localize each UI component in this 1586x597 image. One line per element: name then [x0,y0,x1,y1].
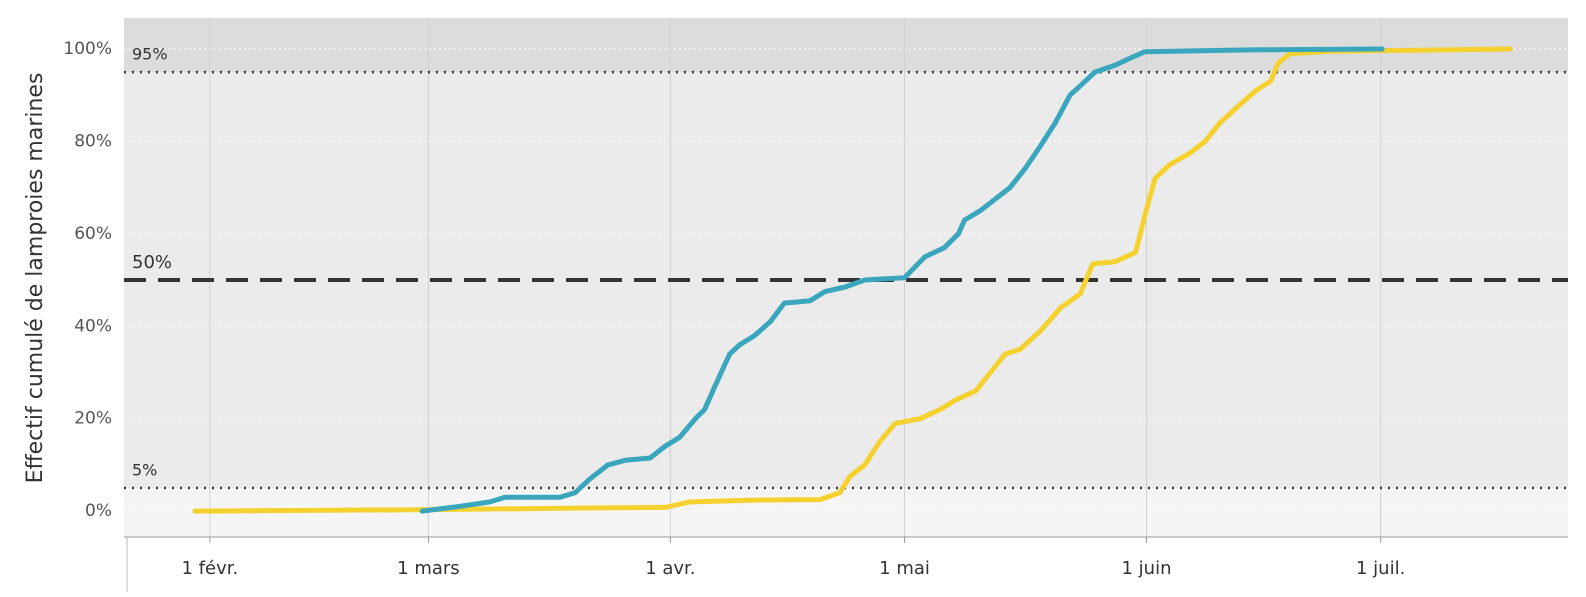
y-axis-label: Effectif cumulé de lamproies marines [23,73,48,484]
upper-band [124,18,1568,73]
data-line [419,46,1385,514]
y-tick-label: 100% [63,39,112,59]
y-tick-label: 60% [74,224,112,244]
y-tick-label: 20% [74,409,112,429]
x-tick-label: 1 févr. [182,558,239,579]
reference-label: 95% [132,45,168,64]
y-tick-label: 40% [74,316,112,336]
x-tick-label: 1 mai [879,558,930,579]
data-line [192,46,1513,514]
x-tick-label: 1 avr. [645,558,695,579]
reference-label: 5% [132,461,157,480]
x-tick-label: 1 juin [1122,558,1172,579]
x-tick-label: 1 mars [397,558,460,579]
x-tick-label: 1 juil. [1356,558,1405,579]
y-tick-label: 0% [85,501,112,521]
plot-background [124,18,1568,537]
reference-label: 50% [132,252,172,273]
y-tick-label: 80% [74,131,112,151]
